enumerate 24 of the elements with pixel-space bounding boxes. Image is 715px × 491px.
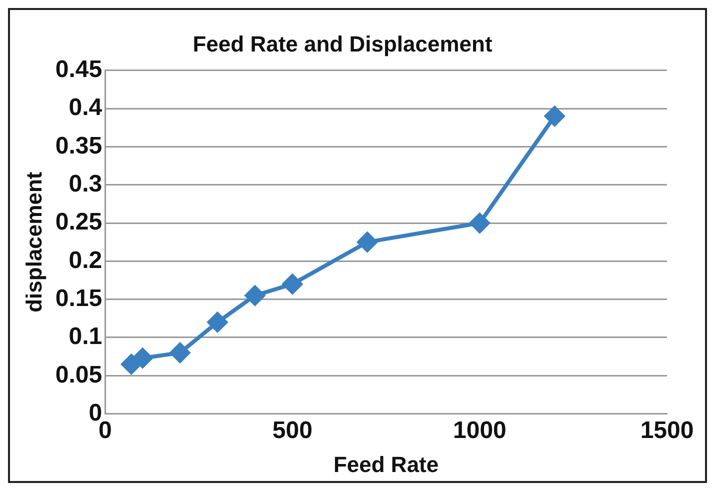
y-tick-label: 0.1 [68, 323, 102, 350]
point [544, 106, 565, 126]
y-tick-label: 0.15 [55, 284, 102, 312]
point [132, 348, 153, 368]
y-tick-label: 0.45 [55, 56, 102, 84]
x-axis-title: Feed Rate [333, 452, 439, 477]
y-axis-title: displacement [21, 171, 46, 312]
y-tick-label: 0.05 [55, 361, 102, 388]
chart-title: Feed Rate and Displacement [192, 31, 493, 56]
point [282, 274, 302, 294]
y-tick-label: 0.3 [68, 170, 102, 198]
x-tick-label: 1500 [640, 416, 694, 444]
point [170, 342, 190, 363]
point [244, 286, 265, 306]
point [470, 213, 490, 234]
x-tick-label: 1000 [453, 416, 506, 444]
point [207, 312, 228, 332]
point [121, 354, 142, 374]
point [357, 232, 378, 252]
y-tick-label: 0.35 [55, 132, 102, 160]
x-tick-label: 500 [272, 416, 312, 444]
y-tick-label: 0.25 [55, 208, 102, 236]
y-tick-label: 0.4 [68, 94, 103, 122]
y-tick-label: 0.2 [68, 246, 102, 274]
